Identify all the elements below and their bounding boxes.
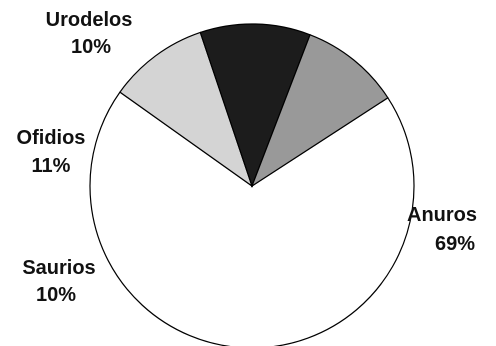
- label-anuros-name: Anuros: [407, 204, 477, 226]
- pie-slice-urodelos: [250, 33, 389, 188]
- pie-slice-saurios: [119, 31, 254, 188]
- label-ofidios-value: 11%: [32, 155, 71, 177]
- label-saurios-name: Saurios: [22, 257, 95, 279]
- pie-slice-ofidios: [199, 23, 311, 188]
- label-urodelos-value: 10%: [71, 36, 111, 58]
- pie-slices: [89, 23, 415, 346]
- pie-labels: Anuros 69% Saurios 10% Ofidios 11% Urode…: [17, 9, 477, 306]
- label-urodelos-name: Urodelos: [46, 9, 133, 31]
- label-ofidios-name: Ofidios: [17, 127, 86, 149]
- label-anuros-value: 69%: [435, 233, 475, 255]
- label-saurios-value: 10%: [36, 284, 76, 306]
- pie-slice-anuros: [89, 91, 415, 346]
